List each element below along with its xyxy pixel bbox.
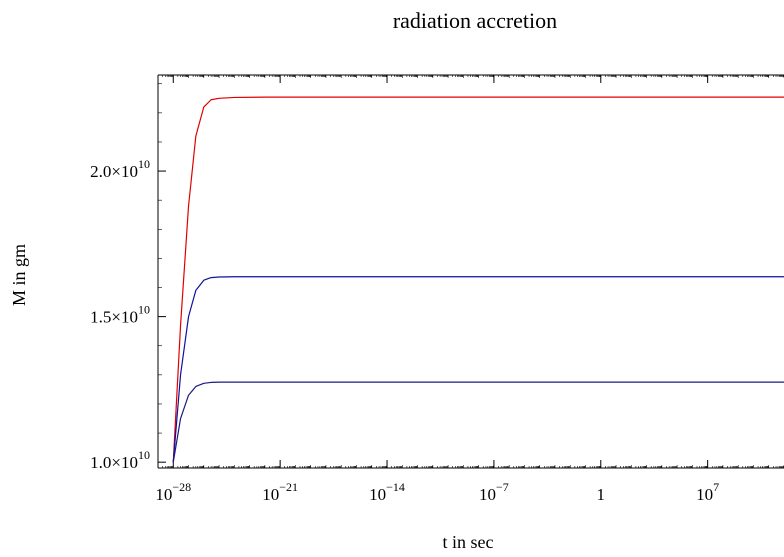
tick-labels: 10−28 10−21 10−14 10−7 1 107 1.0×1010 1.5×1010 2…	[90, 157, 719, 504]
x-tick-label: 10−21	[262, 480, 298, 504]
chart-title: radiation accretion	[393, 8, 557, 33]
series-line-2	[172, 276, 784, 463]
y-tick-label: 2.0×1010	[90, 157, 150, 181]
x-axis-label: t in sec	[443, 532, 494, 552]
series-group	[172, 96, 784, 463]
x-tick-label: 10−28	[155, 480, 191, 504]
x-tick-label: 107	[696, 480, 719, 504]
x-tick-label: 10−14	[369, 480, 405, 504]
plot-frame	[157, 74, 784, 469]
x-tick-label: 1	[597, 485, 606, 504]
x-tick-label: 10−7	[479, 480, 509, 504]
series-line-1	[172, 96, 784, 463]
y-tick-label: 1.0×1010	[90, 448, 150, 472]
series-line-3	[172, 381, 784, 463]
axis-ticks	[157, 75, 784, 468]
y-tick-label: 1.5×1010	[90, 303, 150, 327]
y-axis-label: M in gm	[9, 244, 29, 306]
